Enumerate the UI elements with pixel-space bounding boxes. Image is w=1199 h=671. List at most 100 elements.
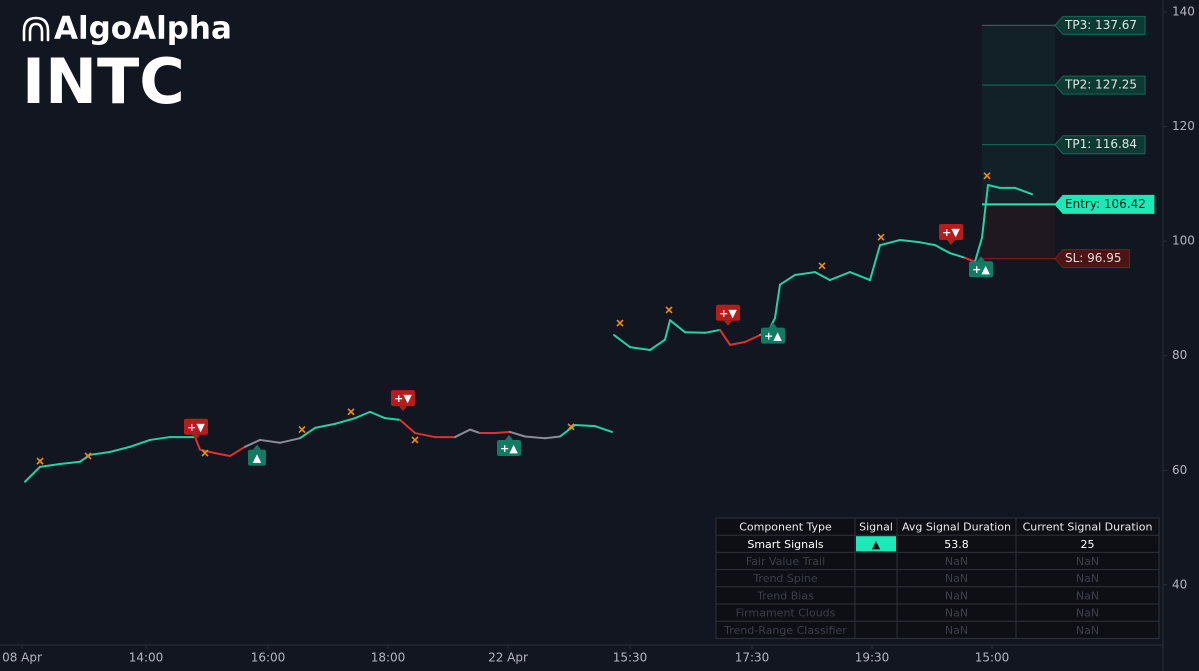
signal-box [497,439,521,456]
x-marker [877,233,885,241]
x-marker [201,449,209,457]
table-cell: NaN [945,555,968,568]
price-segment [509,430,526,438]
price-segment [814,271,831,282]
signal-label: +▲ [972,263,990,276]
price-segment [149,436,171,441]
price-segment [779,273,796,286]
price-segment [299,426,316,440]
price-segment [414,432,436,439]
price-segment [89,450,111,456]
table-header-cell: Signal [859,521,893,534]
status-table: Component Type Signal Avg Signal Duration C… [715,517,1160,639]
signal-pointer [947,239,955,245]
table-cell: NaN [1076,607,1099,620]
y-tick-label: 60 [1172,463,1187,477]
x-tick-label: 15:00 [975,651,1010,665]
x-marker [411,436,419,444]
price-segment [879,239,901,247]
table-cell: NaN [1076,555,1099,568]
price-segment [469,428,481,435]
x-marker [818,262,826,270]
y-tick-label: 140 [1172,5,1195,19]
x-marker [983,172,991,180]
signal-box [939,223,963,240]
signal-pointer [399,406,407,412]
price-segment [454,428,471,439]
signal-label: +▼ [187,421,205,434]
level-tag [1054,15,1146,35]
price-segment [704,328,721,334]
price-segment [384,417,401,421]
table-header-cell: Current Signal Duration [1023,521,1153,534]
price-segment [354,410,371,420]
price-segment [24,465,41,483]
table-cell: NaN [1076,589,1099,602]
price-segment [559,424,576,438]
y-tick-label: 40 [1172,577,1187,591]
profit-zone [982,25,1055,205]
x-marker [84,452,92,460]
price-segment [129,438,151,448]
y-tick-label: 100 [1172,234,1195,248]
x-tick-label: 19:30 [855,651,890,665]
table-cell: NaN [1076,572,1099,585]
x-tick-label: 22 Apr [488,651,528,665]
level-tag [1054,135,1146,155]
signal-box [969,261,993,278]
x-marker [298,426,306,434]
x-marker [665,306,673,314]
price-segment [919,241,936,247]
x-tick-label: 15:30 [613,651,648,665]
price-segment [594,425,613,433]
signal-box [184,418,208,435]
price-segment [314,422,336,429]
price-segment [664,319,671,341]
plot-area: TP3: 137.67 TP2: 127.25 TP1: 116.84 Entry: … [24,15,1155,483]
price-segment [334,417,356,425]
symbol: INTC [22,45,185,118]
table-cell: Firmament Clouds [736,607,836,620]
logo-arch [28,22,44,42]
price-segment [574,424,596,428]
price-segment [719,328,731,346]
level-tag [1054,194,1155,214]
x-tick-label: 14:00 [129,651,164,665]
table-cell: 25 [1081,538,1095,551]
table-cell: Fair Value Trail [746,555,825,568]
table-cell: Trend Bias [756,589,814,602]
level-tag [1054,249,1131,269]
x-marker [347,408,355,416]
price-segment [849,271,871,282]
signal-pointer [769,322,777,328]
table-cell: 53.8 [944,538,969,551]
signal-cell [856,536,896,552]
level-label: Entry: 106.42 [1065,197,1146,211]
signal-pointer [253,444,261,450]
price-segment [964,256,976,263]
table-cell: Smart Signals [747,538,824,551]
price-segment [774,283,781,319]
x-tick-label: 08 Apr [2,651,42,665]
price-segment [613,334,631,349]
level-label: SL: 96.95 [1065,251,1122,265]
price-segment [869,244,881,282]
brand-logo [22,16,50,42]
table-header-cell: Avg Signal Duration [902,521,1011,534]
signal-pointer [724,320,732,326]
price-segment [399,418,416,435]
price-segment [1014,186,1033,196]
table-cell: NaN [1076,624,1099,637]
price-segment [899,239,921,244]
x-marker [616,319,624,327]
level-label: TP1: 116.84 [1064,137,1137,151]
signal-label: +▲ [500,442,518,455]
price-segment [524,435,546,440]
price-segment [544,435,561,440]
price-segment [244,438,261,448]
price-segment [229,445,246,457]
price-segment [729,340,746,346]
x-tick-label: 16:00 [251,651,286,665]
